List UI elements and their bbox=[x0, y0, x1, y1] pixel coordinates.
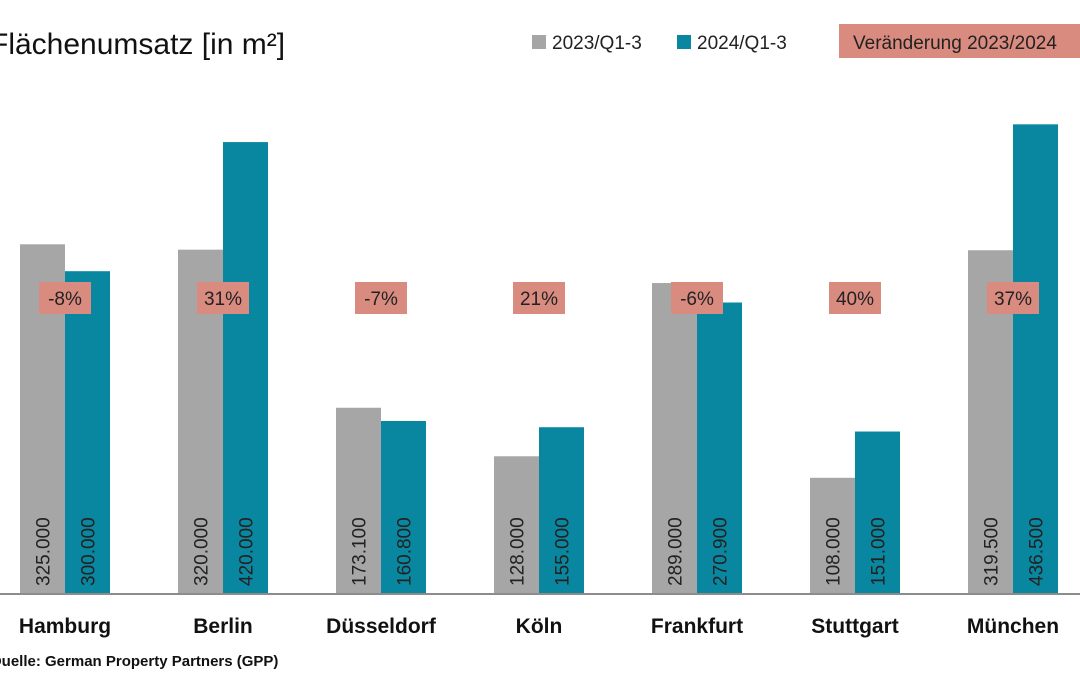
value-label-2023-5: 108.000 bbox=[824, 517, 845, 586]
category-label-6: München bbox=[967, 615, 1059, 638]
value-label-2023-1: 320.000 bbox=[192, 517, 213, 586]
bar-2023-2 bbox=[336, 407, 381, 594]
bar-2024-5 bbox=[855, 431, 900, 594]
change-label-1: 31% bbox=[204, 289, 242, 310]
bar-2023-3 bbox=[494, 456, 539, 594]
value-label-2023-2: 173.100 bbox=[350, 517, 371, 586]
legend-label-change: Veränderung 2023/2024 bbox=[853, 33, 1057, 54]
source-note: Quelle: German Property Partners (GPP) bbox=[0, 653, 278, 670]
value-label-2024-2: 160.800 bbox=[395, 517, 416, 586]
bar-2024-6 bbox=[1013, 124, 1058, 595]
value-label-2023-3: 128.000 bbox=[508, 517, 529, 586]
bar-2023-4 bbox=[652, 283, 697, 594]
category-label-3: Köln bbox=[516, 615, 563, 638]
change-box-0 bbox=[39, 282, 91, 314]
change-box-1 bbox=[197, 282, 249, 314]
value-label-2024-5: 151.000 bbox=[869, 517, 890, 586]
bar-2023-5 bbox=[810, 477, 855, 594]
change-label-2: -7% bbox=[364, 289, 398, 310]
change-label-3: 21% bbox=[520, 289, 558, 310]
value-label-2023-4: 289.000 bbox=[666, 517, 687, 586]
bar-2024-2 bbox=[381, 420, 426, 594]
change-box-5 bbox=[829, 282, 881, 314]
change-box-3 bbox=[513, 282, 565, 314]
legend-change-box bbox=[839, 24, 1080, 58]
value-label-2024-1: 420.000 bbox=[237, 517, 258, 586]
value-labels: 325.000 300.000 320.000 420.000 173.100 160.8… bbox=[34, 517, 1048, 586]
category-label-4: Frankfurt bbox=[651, 615, 743, 638]
legend-label-2024: 2024/Q1-3 bbox=[697, 33, 787, 54]
change-box-6 bbox=[987, 282, 1039, 314]
category-label-0: Hamburg bbox=[19, 615, 111, 638]
change-box-4 bbox=[671, 282, 723, 314]
category-label-5: Stuttgart bbox=[811, 615, 899, 638]
value-label-2024-0: 300.000 bbox=[79, 517, 100, 586]
category-label-2: Düsseldorf bbox=[326, 615, 437, 638]
chart-title: Flächenumsatz [in m²] bbox=[0, 28, 285, 61]
legend-swatch-2023 bbox=[532, 35, 546, 49]
bar-2024-3 bbox=[539, 427, 584, 594]
value-label-2023-6: 319.500 bbox=[982, 517, 1003, 586]
value-label-2024-3: 155.000 bbox=[553, 517, 574, 586]
bars bbox=[20, 124, 1058, 595]
change-labels: -8% 31% -7% 21% -6% 40% 37% bbox=[39, 282, 1039, 314]
value-label-2024-4: 270.900 bbox=[711, 517, 732, 586]
value-label-2024-6: 436.500 bbox=[1027, 517, 1048, 586]
bar-2024-4 bbox=[697, 302, 742, 594]
value-label-2023-0: 325.000 bbox=[34, 517, 55, 586]
change-label-4: -6% bbox=[680, 289, 714, 310]
change-label-0: -8% bbox=[48, 289, 82, 310]
legend-label-2023: 2023/Q1-3 bbox=[552, 33, 642, 54]
bar-2024-1 bbox=[223, 142, 268, 594]
category-labels: Hamburg Berlin Düsseldorf Köln Frankfurt Stut… bbox=[19, 615, 1059, 638]
change-label-6: 37% bbox=[994, 289, 1032, 310]
legend: 2023/Q1-3 2024/Q1-3 Veränderung 2023/202… bbox=[532, 24, 1080, 58]
change-label-5: 40% bbox=[836, 289, 874, 310]
category-label-1: Berlin bbox=[193, 615, 253, 638]
legend-swatch-2024 bbox=[677, 35, 691, 49]
change-box-2 bbox=[355, 282, 407, 314]
bar-2024-0 bbox=[65, 271, 110, 594]
